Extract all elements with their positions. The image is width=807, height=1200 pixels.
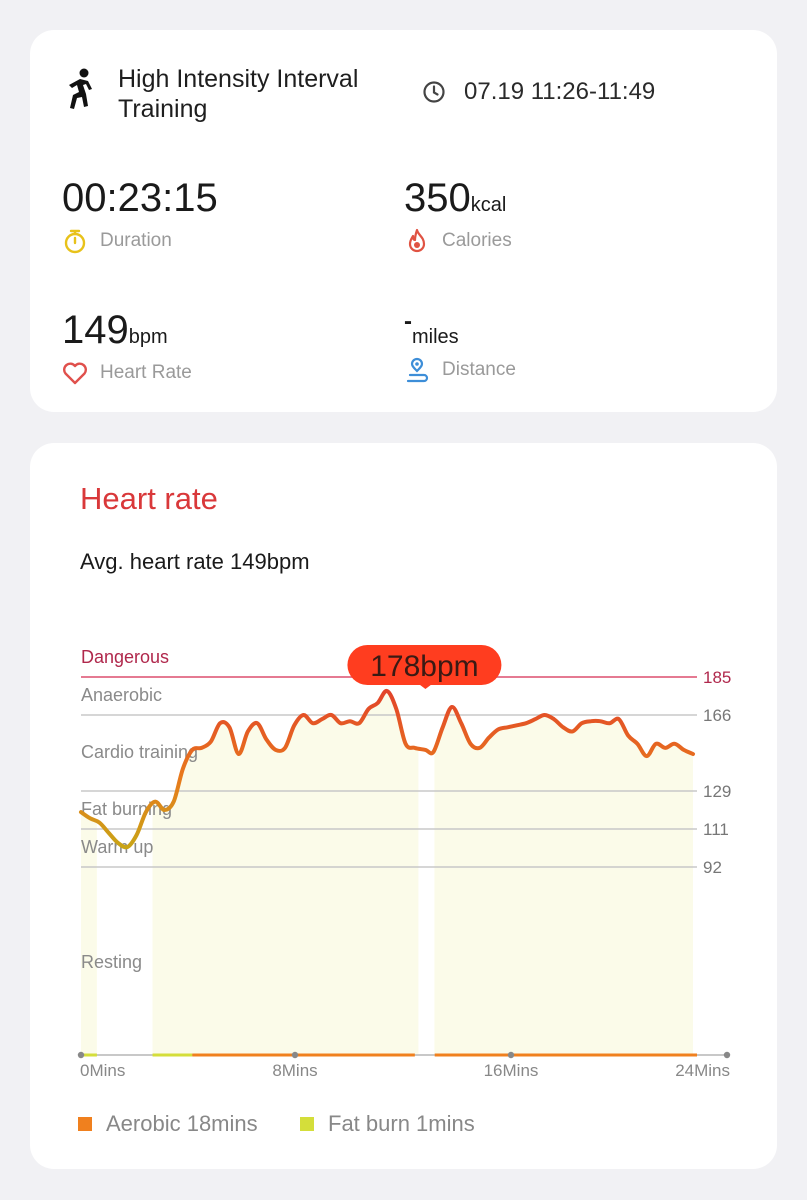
running-person-icon	[69, 68, 92, 109]
x-tick-label: 8Mins	[272, 1061, 317, 1080]
workout-summary-card: High Intensity Interval Training 07.19 1…	[30, 30, 777, 412]
x-axis-tick-dot	[723, 1051, 731, 1059]
legend-aerobic-label: Aerobic 18mins	[106, 1111, 258, 1136]
heart-rate-card: Heart rate Avg. heart rate 149bpm 185 Dan…	[30, 443, 777, 1169]
legend-aerobic-swatch	[78, 1117, 92, 1131]
calories-unit: kcal	[470, 194, 507, 216]
heart-rate-line-layer	[79, 689, 695, 850]
zone-label: Dangerous	[81, 647, 169, 667]
average-heart-rate: Avg. heart rate 149bpm	[80, 549, 310, 574]
zone-label: Warm up	[81, 837, 153, 857]
legend-fat-burn: Fat burn 1mins	[300, 1111, 475, 1137]
zone-lines-layer: 185 Dangerous 166 Anaerobic 129 Cardio traini…	[81, 647, 731, 972]
heart-rate-value: 149	[62, 308, 129, 352]
stopwatch-icon	[64, 229, 86, 254]
duration-value: 00:23:15	[62, 176, 218, 220]
heart-rate-stat: 149bpm Heart Rate	[62, 308, 192, 386]
y-tick-label: 111	[703, 820, 729, 839]
workout-title: High Intensity Interval Training	[118, 65, 359, 123]
y-tick-label: 129	[703, 782, 731, 801]
x-tick-label: 24Mins	[675, 1061, 730, 1080]
distance-value: -	[404, 308, 412, 335]
calories-label: Calories	[442, 230, 512, 251]
clock-icon	[423, 81, 445, 103]
distance-stat: -miles Distance	[404, 308, 516, 383]
peak-label: 178bpm	[370, 650, 478, 683]
heart-rate-line	[79, 689, 695, 850]
legend-aerobic: Aerobic 18mins	[78, 1111, 258, 1137]
heart-icon	[63, 362, 87, 385]
peak-bubble	[347, 645, 502, 685]
peak-marker-layer: 178bpm	[347, 645, 502, 689]
zone-fill-layer	[81, 673, 693, 1055]
calories-value: 350	[404, 176, 471, 220]
duration-stat: 00:23:15 Duration	[62, 176, 218, 254]
heart-rate-unit: bpm	[128, 326, 168, 348]
zone-label: Anaerobic	[81, 685, 162, 705]
heart-rate-area-fill	[81, 690, 693, 1055]
zone-label: Cardio training	[81, 742, 198, 762]
legend-fat-burn-swatch	[300, 1117, 314, 1131]
x-axis-tick-dot	[77, 1051, 85, 1059]
x-axis-tick-dot	[291, 1051, 299, 1059]
calories-stat: 350kcal Calories	[404, 176, 512, 254]
y-tick-label: 166	[703, 706, 731, 725]
zone-label: Resting	[81, 952, 142, 972]
x-axis-tick-dot	[507, 1051, 515, 1059]
peak-bubble-pointer	[417, 683, 434, 689]
y-tick-label: 185	[703, 668, 731, 687]
fill-gap	[418, 673, 435, 1055]
heart-rate-label: Heart Rate	[100, 362, 192, 383]
distance-unit: miles	[412, 326, 459, 348]
flame-icon	[408, 228, 426, 253]
x-axis-layer: 0Mins 8Mins 16Mins 24Mins	[77, 1051, 731, 1080]
x-tick-label: 16Mins	[484, 1061, 539, 1080]
y-tick-label: 92	[703, 858, 722, 877]
workout-time-range: 07.19 11:26-11:49	[464, 78, 656, 105]
x-tick-label: 0Mins	[80, 1061, 125, 1080]
route-pin-icon	[406, 357, 429, 383]
heart-rate-chart: 185 Dangerous 166 Anaerobic 129 Cardio traini…	[77, 645, 731, 1080]
distance-label: Distance	[442, 359, 516, 380]
legend-fat-burn-label: Fat burn 1mins	[328, 1111, 475, 1136]
heart-rate-card-title: Heart rate	[80, 481, 218, 516]
duration-label: Duration	[100, 230, 172, 251]
